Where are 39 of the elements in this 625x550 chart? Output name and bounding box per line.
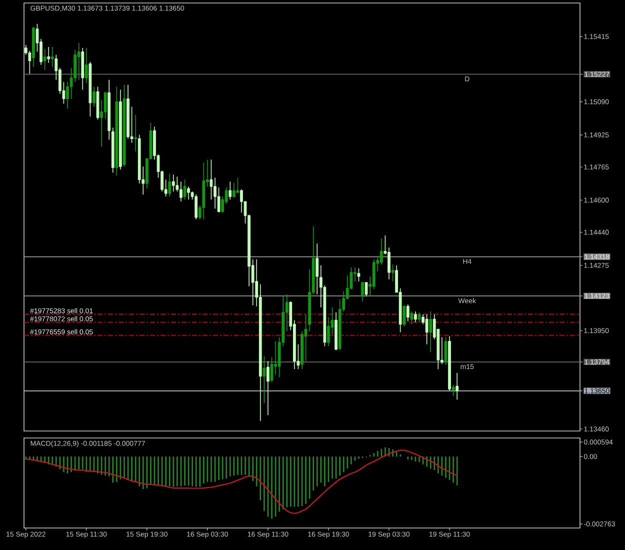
candlestick [168, 173, 172, 197]
candlestick [66, 81, 69, 110]
candlestick [316, 243, 319, 295]
candlestick [456, 372, 459, 400]
candlestick [372, 258, 376, 290]
candlestick [214, 177, 216, 209]
candlestick [232, 182, 236, 198]
candlestick [266, 360, 270, 416]
candlestick [327, 316, 330, 347]
candlestick [364, 282, 368, 297]
candlestick [43, 48, 46, 70]
candlestick [262, 356, 266, 404]
candlestick [134, 114, 138, 152]
candlestick [452, 384, 455, 396]
candlestick [172, 174, 175, 192]
candlestick [180, 181, 182, 202]
candlestick [240, 189, 243, 213]
candlestick [217, 187, 220, 213]
candlestick [402, 304, 406, 327]
candlestick [228, 181, 232, 200]
candlestick [47, 46, 50, 64]
candlestick [77, 42, 80, 80]
candlestick [92, 86, 96, 108]
candlestick [361, 282, 364, 302]
candlestick [406, 304, 410, 322]
candlestick [104, 91, 107, 120]
candlestick [187, 186, 190, 200]
candlestick [425, 314, 428, 345]
candlestick [410, 310, 414, 325]
candlestick [236, 177, 240, 193]
candlestick [194, 194, 198, 220]
candlestick [429, 310, 432, 353]
candlestick [84, 48, 88, 84]
candlestick [50, 46, 54, 68]
candlestick [380, 238, 383, 265]
candlestick [388, 247, 390, 280]
candlestick [418, 312, 421, 323]
candlestick [414, 310, 417, 323]
candlestick [183, 179, 186, 200]
